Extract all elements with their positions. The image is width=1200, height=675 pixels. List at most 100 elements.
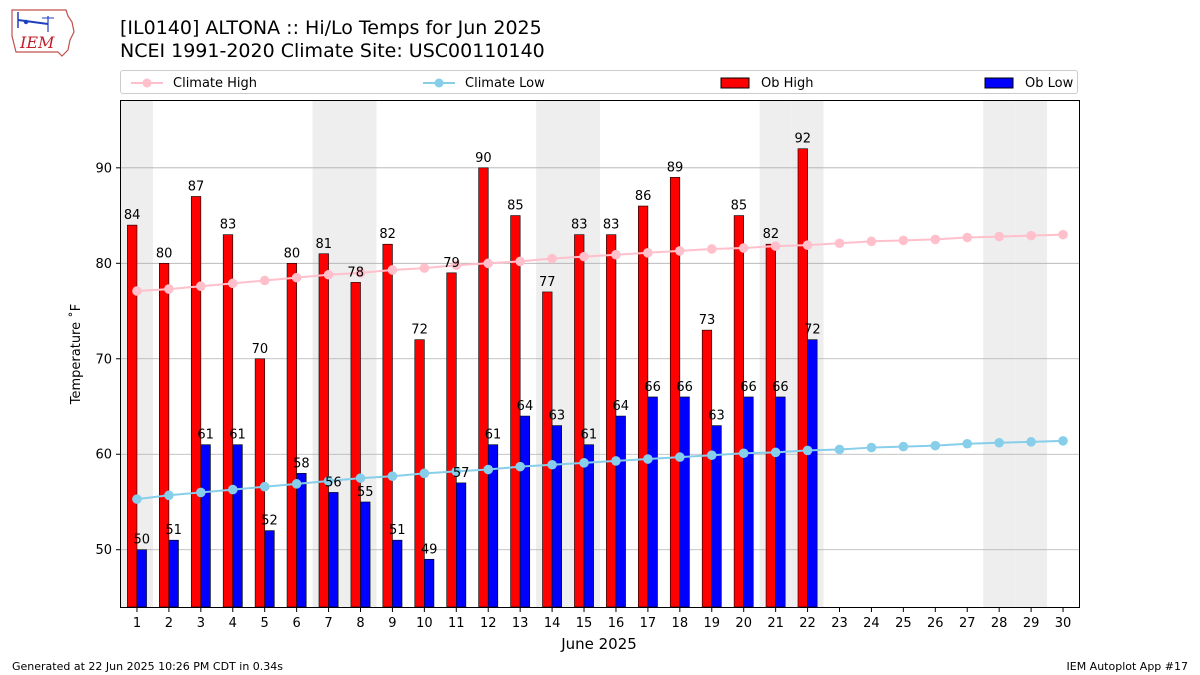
climate-high-point [643, 248, 653, 258]
ob-low-label: 49 [421, 542, 438, 557]
ob-low-label: 57 [453, 466, 470, 481]
legend-climate-low: Climate Low [423, 74, 545, 92]
climate-low-point [706, 450, 717, 461]
ob-high-label: 86 [635, 189, 652, 204]
ob-low-bar [296, 473, 307, 608]
ob-high-label: 85 [731, 199, 748, 214]
x-tick-label: 17 [640, 616, 657, 631]
x-tick-label: 23 [831, 616, 848, 631]
ob-low-bar [424, 558, 435, 608]
ob-high-bar [222, 234, 234, 608]
ob-high-bar [638, 205, 649, 608]
ob-low-bar [487, 444, 499, 608]
legend-climate-high: Climate High [131, 74, 257, 92]
climate-high-point [419, 263, 430, 273]
ob-low-bar [360, 501, 371, 608]
x-tick-label: 3 [197, 616, 205, 631]
ob-high-bar [190, 196, 202, 608]
iem-logo: IEM [11, 9, 75, 57]
climate-high-point [483, 258, 494, 269]
climate-low-point [834, 444, 845, 455]
climate-high-point [866, 236, 877, 247]
climate-low-point [387, 471, 398, 482]
ob-high-bar [414, 339, 425, 608]
x-tick-label: 11 [448, 616, 465, 631]
climate-high-point [1058, 229, 1068, 240]
ob-low-bar [232, 444, 243, 608]
x-tick-label: 28 [991, 616, 1008, 631]
ob-high-bar [382, 243, 393, 608]
ob-high-label: 81 [316, 237, 333, 252]
weekend-band [121, 101, 153, 607]
x-tick-label: 8 [356, 616, 364, 631]
ob-high-bar [701, 329, 713, 608]
legend-label: Climate High [173, 75, 258, 91]
x-tick-label: 13 [512, 616, 529, 631]
climate-low-point [962, 438, 973, 449]
climate-high-point [387, 265, 398, 275]
climate-low-point [547, 459, 557, 470]
x-tick-label: 15 [576, 616, 593, 631]
ob-high-bar [765, 243, 776, 608]
climate-low-point [802, 445, 813, 456]
legend-label: Ob Low [1025, 75, 1074, 91]
ob-high-label: 87 [188, 179, 205, 194]
y-axis-label: Temperature ˚F [68, 304, 84, 405]
climate-low-point [164, 490, 174, 501]
ob-low-bar [264, 530, 275, 608]
ob-low-label: 51 [389, 523, 406, 538]
ob-low-bar [551, 425, 562, 608]
weekend-band [536, 101, 569, 607]
legend-label: Ob High [761, 75, 814, 91]
climate-high-point [930, 234, 941, 245]
ob-low-label: 52 [261, 514, 278, 529]
climate-low-point [227, 484, 238, 495]
climate-low-point [675, 452, 685, 462]
y-tick-label: 90 [95, 161, 112, 176]
footer-app: IEM Autoplot App #17 [1066, 660, 1189, 673]
ob-low-label: 56 [325, 475, 342, 490]
ob-low-bar [679, 396, 690, 608]
ob-low-label: 64 [612, 399, 629, 414]
ob-high-bar [446, 272, 457, 608]
ob-high-label: 73 [699, 313, 716, 328]
ob-low-label: 61 [229, 428, 246, 443]
climate-high-point [291, 272, 302, 283]
climate-low-point [930, 440, 941, 451]
ob-high-label: 90 [475, 151, 492, 166]
weekend-band [759, 101, 792, 607]
ob-low-bar [519, 415, 531, 608]
climate-high-point [802, 240, 813, 250]
climate-low-point [132, 494, 142, 504]
climate-high-point [227, 278, 238, 289]
legend-label: Climate Low [465, 75, 545, 91]
climate-high-point [1026, 230, 1036, 241]
climate-low-point [259, 481, 270, 492]
ob-high-bar [254, 358, 265, 608]
weekend-band [344, 101, 377, 607]
ob-high-label: 83 [571, 218, 588, 233]
climate-low-point [611, 456, 621, 466]
x-tick-label: 12 [480, 616, 497, 631]
y-tick-label: 60 [95, 448, 112, 463]
climate-high-point [738, 243, 749, 253]
ob-high-bar [574, 234, 585, 608]
x-tick-label: 4 [229, 616, 237, 631]
ob-low-label: 63 [708, 409, 725, 424]
ob-low-label: 66 [644, 380, 661, 395]
x-tick-label: 26 [927, 616, 944, 631]
footer-generated: Generated at 22 Jun 2025 10:26 PM CDT in… [12, 660, 284, 673]
x-tick-label: 14 [544, 616, 561, 631]
climate-low-point [898, 441, 909, 452]
ob-high-label: 82 [763, 227, 780, 242]
climate-high-point [164, 284, 174, 294]
legend-ob-high: Ob High [719, 74, 814, 92]
ob-low-bar [392, 539, 403, 608]
climate-low-point [196, 487, 206, 498]
ob-high-bar [286, 263, 297, 608]
ob-high-label: 92 [795, 132, 812, 147]
ob-high-label: 85 [507, 199, 524, 214]
climate-high-point [834, 238, 845, 249]
ob-high-label: 83 [220, 218, 237, 233]
x-tick-label: 21 [767, 616, 784, 631]
